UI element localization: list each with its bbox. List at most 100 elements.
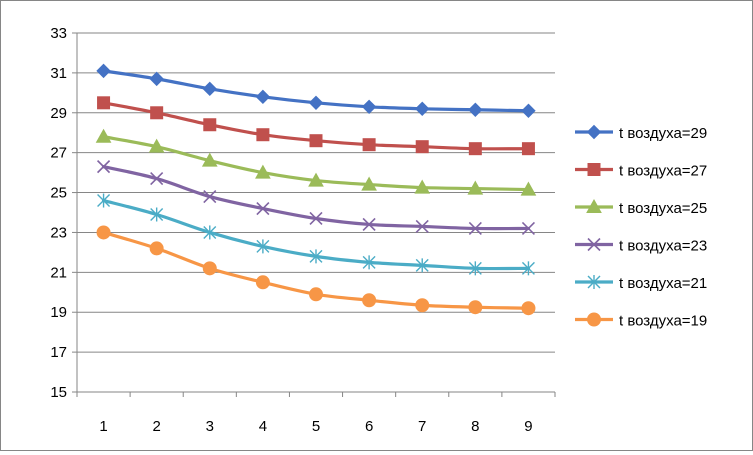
- data-point: [202, 81, 217, 97]
- marker-shape: [415, 140, 429, 154]
- marker-shape: [96, 160, 111, 174]
- legend-label: t воздуха=19: [619, 313, 707, 330]
- marker-shape: [468, 142, 482, 156]
- marker-shape: [255, 89, 271, 105]
- data-point: [256, 201, 270, 216]
- series-6: [96, 225, 536, 316]
- x-tick-label: 7: [418, 418, 426, 435]
- data-point: [148, 138, 165, 153]
- marker-shape: [309, 134, 323, 148]
- data-point: [415, 298, 430, 313]
- y-tick-label: 27: [50, 145, 67, 162]
- data-point: [96, 63, 111, 79]
- data-point: [362, 217, 376, 232]
- legend-label: t воздуха=21: [619, 275, 707, 292]
- marker-shape: [468, 102, 483, 117]
- marker-shape: [256, 128, 270, 142]
- marker-shape: [586, 198, 602, 213]
- data-point: [468, 142, 482, 156]
- y-tick-label: 19: [50, 304, 67, 321]
- marker-shape: [521, 142, 535, 156]
- legend-entry: t воздуха=21: [575, 275, 707, 292]
- data-point: [202, 261, 217, 276]
- legend-label: t воздуха=25: [619, 200, 707, 217]
- marker-shape: [308, 172, 324, 187]
- marker-shape: [97, 96, 111, 110]
- data-point: [150, 106, 164, 120]
- y-tick-label: 21: [50, 264, 67, 281]
- marker-shape: [415, 101, 430, 116]
- legend-entry: t воздуха=25: [575, 198, 707, 217]
- data-point: [362, 138, 376, 152]
- marker-shape: [415, 298, 430, 313]
- data-point: [468, 261, 482, 276]
- data-point: [96, 225, 111, 240]
- series-1: [96, 63, 536, 118]
- data-point: [255, 164, 271, 179]
- data-point: [309, 287, 323, 302]
- data-point: [149, 241, 164, 256]
- marker-shape: [415, 219, 429, 234]
- legend-swatch-marker: [587, 275, 601, 289]
- marker-shape: [149, 241, 164, 256]
- legend-swatch-marker: [586, 198, 602, 213]
- x-tick-label: 3: [206, 418, 214, 435]
- marker-shape: [149, 71, 164, 87]
- legend-entry: t воздуха=19: [575, 312, 707, 330]
- data-point: [521, 301, 536, 316]
- x-tick-label: 6: [365, 418, 373, 435]
- data-point: [468, 102, 483, 117]
- data-point: [255, 275, 270, 290]
- marker-shape: [256, 201, 270, 216]
- data-point: [521, 261, 535, 276]
- data-point: [256, 128, 270, 142]
- legend-entry: t воздуха=29: [575, 124, 707, 142]
- series-2: [97, 96, 535, 156]
- y-tick-label: 15: [50, 384, 67, 401]
- marker-shape: [361, 176, 377, 191]
- legend-swatch-marker: [586, 124, 602, 140]
- data-point: [467, 180, 484, 195]
- y-tick-label: 17: [50, 344, 67, 361]
- marker-shape: [148, 138, 165, 153]
- data-point: [468, 300, 483, 315]
- data-point: [95, 128, 112, 143]
- marker-shape: [520, 181, 537, 196]
- legend-label: t воздуха=27: [619, 163, 707, 180]
- data-point: [521, 103, 536, 118]
- marker-shape: [203, 118, 217, 132]
- y-tick-label: 33: [50, 25, 67, 42]
- x-tick-label: 2: [152, 418, 160, 435]
- data-point: [97, 96, 111, 110]
- data-point: [308, 95, 324, 111]
- marker-shape: [95, 128, 112, 143]
- x-tick-label: 4: [259, 418, 267, 435]
- legend-swatch-marker: [587, 163, 601, 176]
- data-point: [362, 293, 377, 308]
- data-point: [308, 172, 324, 187]
- series-layer: [95, 63, 537, 316]
- data-point: [521, 221, 536, 236]
- marker-shape: [414, 179, 431, 194]
- marker-shape: [586, 124, 602, 140]
- data-point: [150, 207, 164, 222]
- data-point: [255, 89, 271, 105]
- data-point: [520, 181, 537, 196]
- data-point: [96, 160, 111, 174]
- data-point: [203, 225, 217, 240]
- data-point: [203, 189, 217, 204]
- legend-entry: t воздуха=23: [575, 238, 707, 255]
- data-point: [415, 101, 430, 116]
- marker-shape: [96, 225, 111, 240]
- data-point: [361, 176, 377, 191]
- y-tick-label: 25: [50, 185, 67, 202]
- legend-entry: t воздуха=27: [575, 163, 707, 180]
- x-tick-label: 8: [471, 418, 479, 435]
- marker-shape: [521, 221, 536, 236]
- marker-shape: [521, 103, 536, 118]
- marker-shape: [202, 81, 217, 97]
- marker-shape: [309, 287, 323, 302]
- marker-shape: [309, 211, 323, 226]
- legend-swatch-marker: [587, 237, 601, 252]
